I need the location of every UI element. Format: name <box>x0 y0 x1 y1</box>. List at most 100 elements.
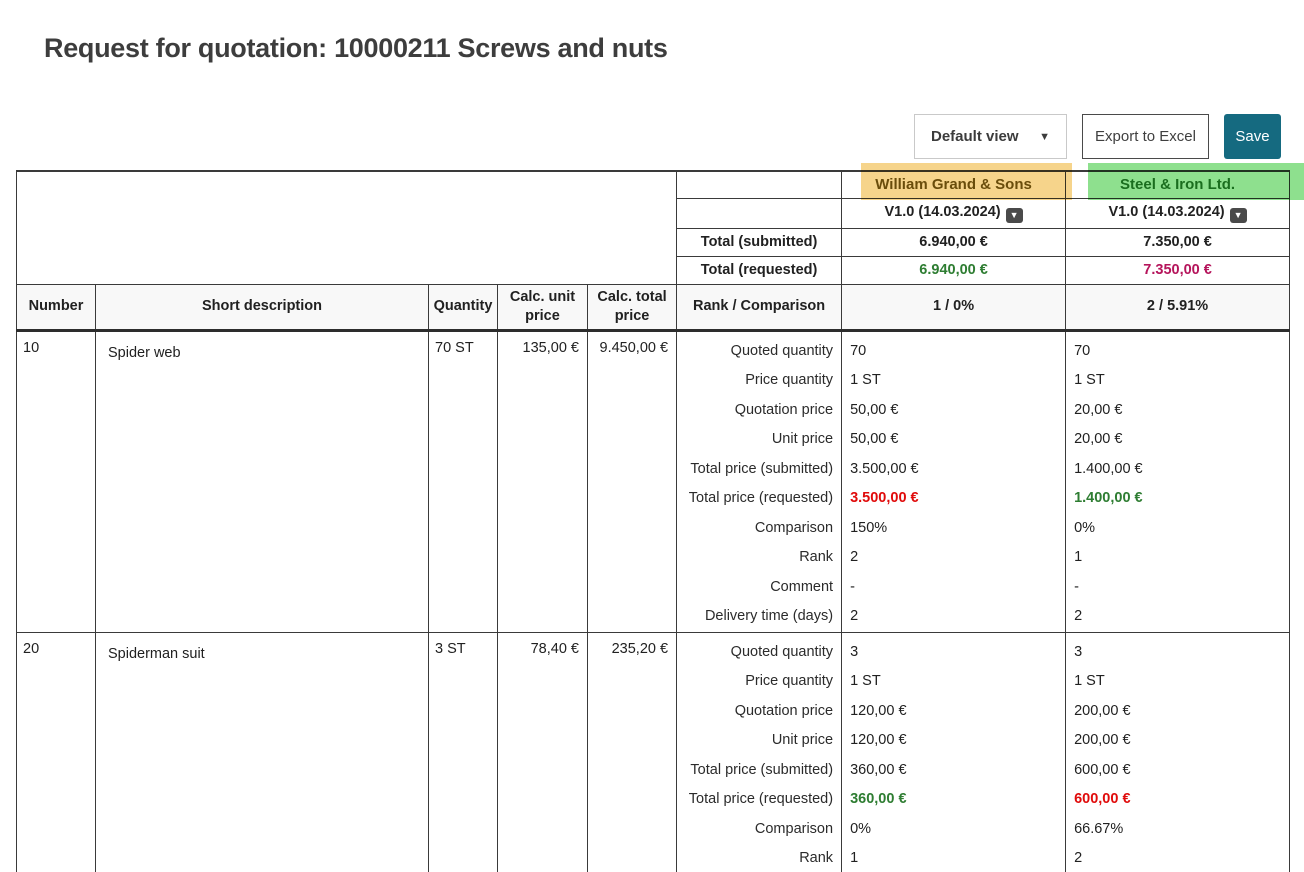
detail-value: 1 ST <box>1074 372 1105 388</box>
detail-value: 20,00 € <box>1074 401 1123 418</box>
col-header-quantity: Quantity <box>428 283 498 332</box>
detail-value: 1 <box>1074 549 1083 565</box>
export-to-excel-button[interactable]: Export to Excel <box>1082 114 1209 159</box>
detail-labels-cell: Quoted quantity Price quantity Quotation… <box>676 329 843 633</box>
supplier2-rank-comparison: 2 / 5.91% <box>1065 283 1291 332</box>
detail-value: 1 ST <box>1074 673 1105 689</box>
detail-label: Total price (submitted) <box>690 460 834 477</box>
supplier1-version-dropdown-icon[interactable]: ▼ <box>1005 207 1023 223</box>
supplier1-version: V1.0 (14.03.2024) <box>884 203 1001 220</box>
supplier1-name: William Grand & Sons <box>841 170 1067 199</box>
detail-value: 2 <box>850 549 859 565</box>
supplier2-version-dropdown-icon[interactable]: ▼ <box>1229 207 1247 223</box>
detail-value: 2 <box>850 608 859 624</box>
chevron-down-icon: ▼ <box>1039 130 1050 143</box>
detail-value-total-requested: 1.400,00 € <box>1074 490 1143 506</box>
item-quantity: 3 ST <box>428 631 498 872</box>
page-title: Request for quotation: 10000211 Screws a… <box>44 33 668 63</box>
detail-value: 0% <box>1074 519 1096 536</box>
detail-label: Total price (requested) <box>688 490 834 506</box>
detail-label: Quotation price <box>734 702 834 719</box>
supplier2-detail-values: 3 1 ST 200,00 € 200,00 € 600,00 € 600,00… <box>1065 631 1291 872</box>
supplier2-total-submitted: 7.350,00 € <box>1065 227 1291 257</box>
col-header-calc-unit-price: Calc. unit price <box>497 283 588 332</box>
detail-value: 120,00 € <box>850 702 907 719</box>
detail-value-total-requested: 360,00 € <box>850 791 907 807</box>
detail-label: Comparison <box>754 519 834 536</box>
supplier1-total-submitted: 6.940,00 € <box>841 227 1067 257</box>
detail-value: 50,00 € <box>850 401 899 418</box>
column-header-row: Number Short description Quantity Calc. … <box>16 283 1291 332</box>
detail-label: Delivery time (days) <box>704 608 834 624</box>
detail-value: 3 <box>1074 643 1083 660</box>
detail-value: - <box>850 578 855 595</box>
detail-value: 1 <box>850 850 859 866</box>
toolbar: Default view ▼ Export to Excel Save <box>914 114 1281 159</box>
col-header-number: Number <box>16 283 96 332</box>
item-number: 10 <box>16 329 96 633</box>
item-row-10: 10 Spider web 70 ST 135,00 € 9.450,00 € … <box>16 329 1291 633</box>
supplier1-detail-values: 3 1 ST 120,00 € 120,00 € 360,00 € 360,00… <box>841 631 1067 872</box>
col-header-calc-total-price: Calc. total price <box>586 283 678 332</box>
supplier2-version-cell: V1.0 (14.03.2024) ▼ <box>1065 197 1291 229</box>
detail-value-total-requested: 3.500,00 € <box>850 490 919 506</box>
detail-value: 3.500,00 € <box>850 460 919 477</box>
detail-label: Quoted quantity <box>730 643 834 660</box>
empty-cell <box>676 170 843 199</box>
item-calc-unit-price: 78,40 € <box>497 631 588 872</box>
detail-value: 3 <box>850 643 859 660</box>
detail-value-total-requested: 600,00 € <box>1074 791 1131 807</box>
detail-value: 2 <box>1074 850 1083 866</box>
col-header-short-description: Short description <box>95 283 429 332</box>
detail-value: 150% <box>850 519 888 536</box>
detail-label: Comment <box>770 578 834 595</box>
item-calc-unit-price: 135,00 € <box>497 329 588 633</box>
supplier2-detail-values: 70 1 ST 20,00 € 20,00 € 1.400,00 € 1.400… <box>1065 329 1291 633</box>
detail-value: 200,00 € <box>1074 732 1131 748</box>
empty-cell <box>676 197 843 229</box>
supplier2-total-requested: 7.350,00 € <box>1065 255 1291 285</box>
detail-value: 360,00 € <box>850 761 907 778</box>
detail-value: 20,00 € <box>1074 431 1123 447</box>
detail-value: 50,00 € <box>850 431 899 447</box>
detail-value: 200,00 € <box>1074 702 1131 719</box>
detail-value: 70 <box>850 342 867 359</box>
supplier1-rank-comparison: 1 / 0% <box>841 283 1067 332</box>
item-calc-total-price: 9.450,00 € <box>586 329 678 633</box>
detail-label: Unit price <box>771 732 834 748</box>
detail-label: Rank <box>799 549 834 565</box>
detail-label: Unit price <box>771 431 834 447</box>
item-short-description: Spider web <box>95 329 429 633</box>
detail-value: 1 ST <box>850 673 881 689</box>
save-button[interactable]: Save <box>1224 114 1281 159</box>
detail-value: 66.67% <box>1074 820 1124 837</box>
detail-labels-cell: Quoted quantity Price quantity Quotation… <box>676 631 843 872</box>
view-select[interactable]: Default view ▼ <box>914 114 1067 159</box>
detail-label: Quoted quantity <box>730 342 834 359</box>
detail-value: 1.400,00 € <box>1074 460 1143 477</box>
item-calc-total-price: 235,20 € <box>586 631 678 872</box>
supplier1-detail-values: 70 1 ST 50,00 € 50,00 € 3.500,00 € 3.500… <box>841 329 1067 633</box>
item-short-description: Spiderman suit <box>95 631 429 872</box>
detail-label: Total price (submitted) <box>690 761 834 778</box>
col-header-rank-comparison: Rank / Comparison <box>676 283 843 332</box>
detail-label: Total price (requested) <box>688 791 834 807</box>
detail-value: 1 ST <box>850 372 881 388</box>
detail-value: - <box>1074 578 1079 595</box>
item-row-20: 20 Spiderman suit 3 ST 78,40 € 235,20 € … <box>16 631 1291 872</box>
detail-label: Rank <box>799 850 834 866</box>
detail-label: Comparison <box>754 820 834 837</box>
detail-value: 2 <box>1074 608 1083 624</box>
detail-value: 0% <box>850 820 872 837</box>
item-number: 20 <box>16 631 96 872</box>
supplier1-version-cell: V1.0 (14.03.2024) ▼ <box>841 197 1067 229</box>
supplier-name-row: William Grand & Sons Steel & Iron Ltd. <box>15 170 1291 285</box>
detail-value: 600,00 € <box>1074 761 1131 778</box>
total-submitted-label: Total (submitted) <box>676 227 843 257</box>
detail-value: 120,00 € <box>850 732 907 748</box>
detail-value: 70 <box>1074 342 1091 359</box>
empty-merged-cell <box>15 170 678 285</box>
supplier1-total-requested: 6.940,00 € <box>841 255 1067 285</box>
detail-label: Price quantity <box>745 372 834 388</box>
detail-label: Price quantity <box>745 673 834 689</box>
